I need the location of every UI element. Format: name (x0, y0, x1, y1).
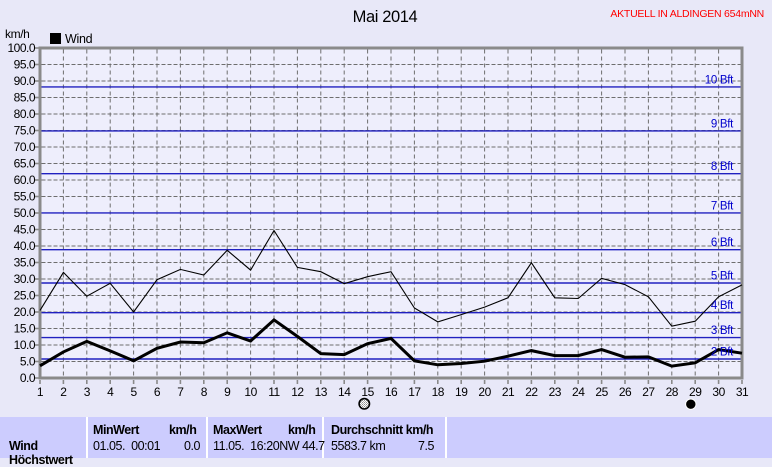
svg-text:12: 12 (291, 385, 304, 399)
svg-text:15.0: 15.0 (14, 322, 36, 336)
svg-text:70.0: 70.0 (14, 140, 36, 154)
svg-text:30: 30 (712, 385, 725, 399)
svg-text:100.0: 100.0 (7, 41, 35, 55)
svg-text:10.0: 10.0 (14, 338, 36, 352)
svg-text:AKTUELL IN ALDINGEN 654mNN: AKTUELL IN ALDINGEN 654mNN (610, 8, 764, 20)
svg-text:2 Bft: 2 Bft (711, 347, 734, 359)
svg-text:90.0: 90.0 (14, 74, 36, 88)
svg-text:4: 4 (107, 385, 114, 399)
svg-text:35.0: 35.0 (14, 256, 36, 270)
svg-text:40.0: 40.0 (14, 239, 36, 253)
svg-text:10: 10 (244, 385, 257, 399)
svg-text:27: 27 (642, 385, 655, 399)
svg-text:21: 21 (502, 385, 515, 399)
svg-text:16: 16 (385, 385, 398, 399)
svg-text:85.0: 85.0 (14, 91, 36, 105)
svg-text:9: 9 (224, 385, 231, 399)
svg-text:1: 1 (37, 385, 44, 399)
svg-text:0.0: 0.0 (20, 371, 36, 385)
svg-text:45.0: 45.0 (14, 223, 36, 237)
svg-text:19: 19 (455, 385, 468, 399)
svg-text:15: 15 (361, 385, 374, 399)
svg-text:5.0: 5.0 (20, 355, 36, 369)
svg-text:3: 3 (84, 385, 91, 399)
svg-text:km/h: km/h (5, 27, 29, 41)
svg-text:24: 24 (572, 385, 585, 399)
svg-text:11: 11 (268, 385, 280, 399)
svg-text:20: 20 (478, 385, 491, 399)
svg-text:75.0: 75.0 (14, 124, 36, 138)
svg-text:4 Bft: 4 Bft (711, 300, 734, 312)
svg-text:10 Bft: 10 Bft (705, 74, 734, 86)
svg-text:8 Bft: 8 Bft (711, 161, 734, 173)
svg-text:20.0: 20.0 (14, 305, 36, 319)
svg-text:13: 13 (315, 385, 328, 399)
svg-text:65.0: 65.0 (14, 157, 36, 171)
svg-text:31: 31 (736, 385, 749, 399)
svg-text:28: 28 (666, 385, 679, 399)
svg-text:25.0: 25.0 (14, 289, 36, 303)
svg-text:5 Bft: 5 Bft (711, 271, 734, 283)
svg-text:8: 8 (201, 385, 208, 399)
svg-text:14: 14 (338, 385, 351, 399)
svg-text:95.0: 95.0 (14, 58, 36, 72)
svg-text:6 Bft: 6 Bft (711, 237, 734, 249)
svg-text:3 Bft: 3 Bft (711, 325, 734, 337)
svg-text:25: 25 (595, 385, 608, 399)
svg-text:80.0: 80.0 (14, 107, 36, 121)
svg-text:26: 26 (619, 385, 632, 399)
svg-text:29: 29 (689, 385, 702, 399)
svg-text:55.0: 55.0 (14, 190, 36, 204)
svg-text:17: 17 (408, 385, 421, 399)
svg-text:50.0: 50.0 (14, 206, 36, 220)
svg-text:5: 5 (131, 385, 138, 399)
svg-text:23: 23 (549, 385, 562, 399)
svg-text:Wind: Wind (65, 32, 93, 46)
svg-text:7: 7 (177, 385, 184, 399)
svg-text:60.0: 60.0 (14, 173, 36, 187)
svg-text:18: 18 (432, 385, 445, 399)
svg-text:7 Bft: 7 Bft (711, 200, 734, 212)
svg-text:22: 22 (525, 385, 538, 399)
svg-text:9 Bft: 9 Bft (711, 118, 734, 130)
svg-text:Mai 2014: Mai 2014 (353, 8, 418, 26)
svg-text:2: 2 (60, 385, 67, 399)
svg-text:30.0: 30.0 (14, 272, 36, 286)
svg-text:6: 6 (154, 385, 161, 399)
